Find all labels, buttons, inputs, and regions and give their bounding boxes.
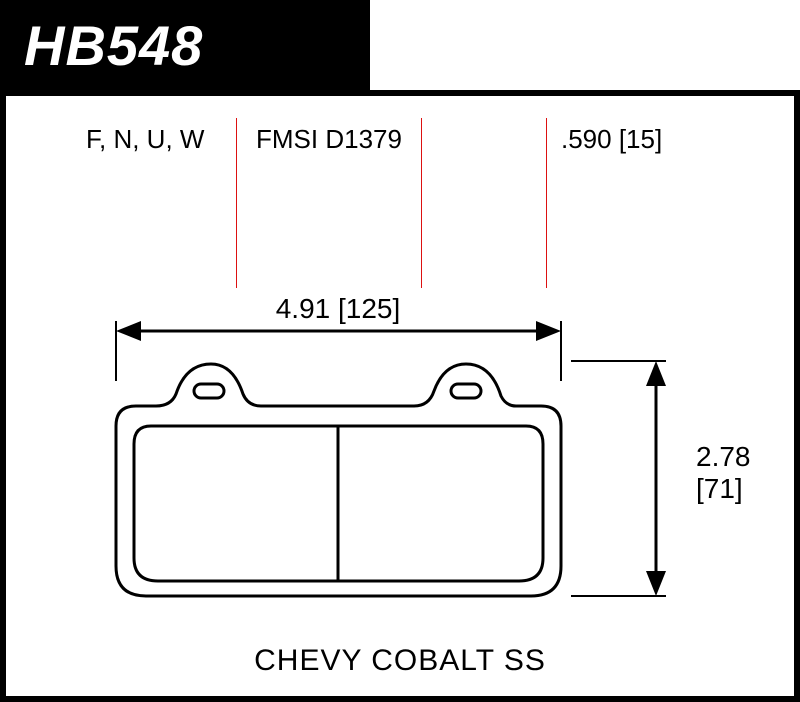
width-dimension: 4.91 [125]: [116, 293, 561, 381]
height-label-1: 2.78: [696, 441, 751, 472]
height-label-2: [71]: [696, 473, 743, 504]
part-number: HB548: [24, 13, 203, 78]
diagram-frame: F, N, U, W FMSI D1379 .590 [15] 4.91 [12…: [0, 90, 800, 702]
width-label: 4.91 [125]: [276, 293, 401, 324]
height-dimension: 2.78 [71]: [571, 361, 751, 596]
vehicle-label: CHEVY COBALT SS: [6, 644, 794, 678]
technical-drawing: 4.91 [125] 2.78 [71]: [6, 96, 794, 696]
header-bar: HB548: [0, 0, 370, 90]
brake-pad-shape: [116, 364, 561, 596]
